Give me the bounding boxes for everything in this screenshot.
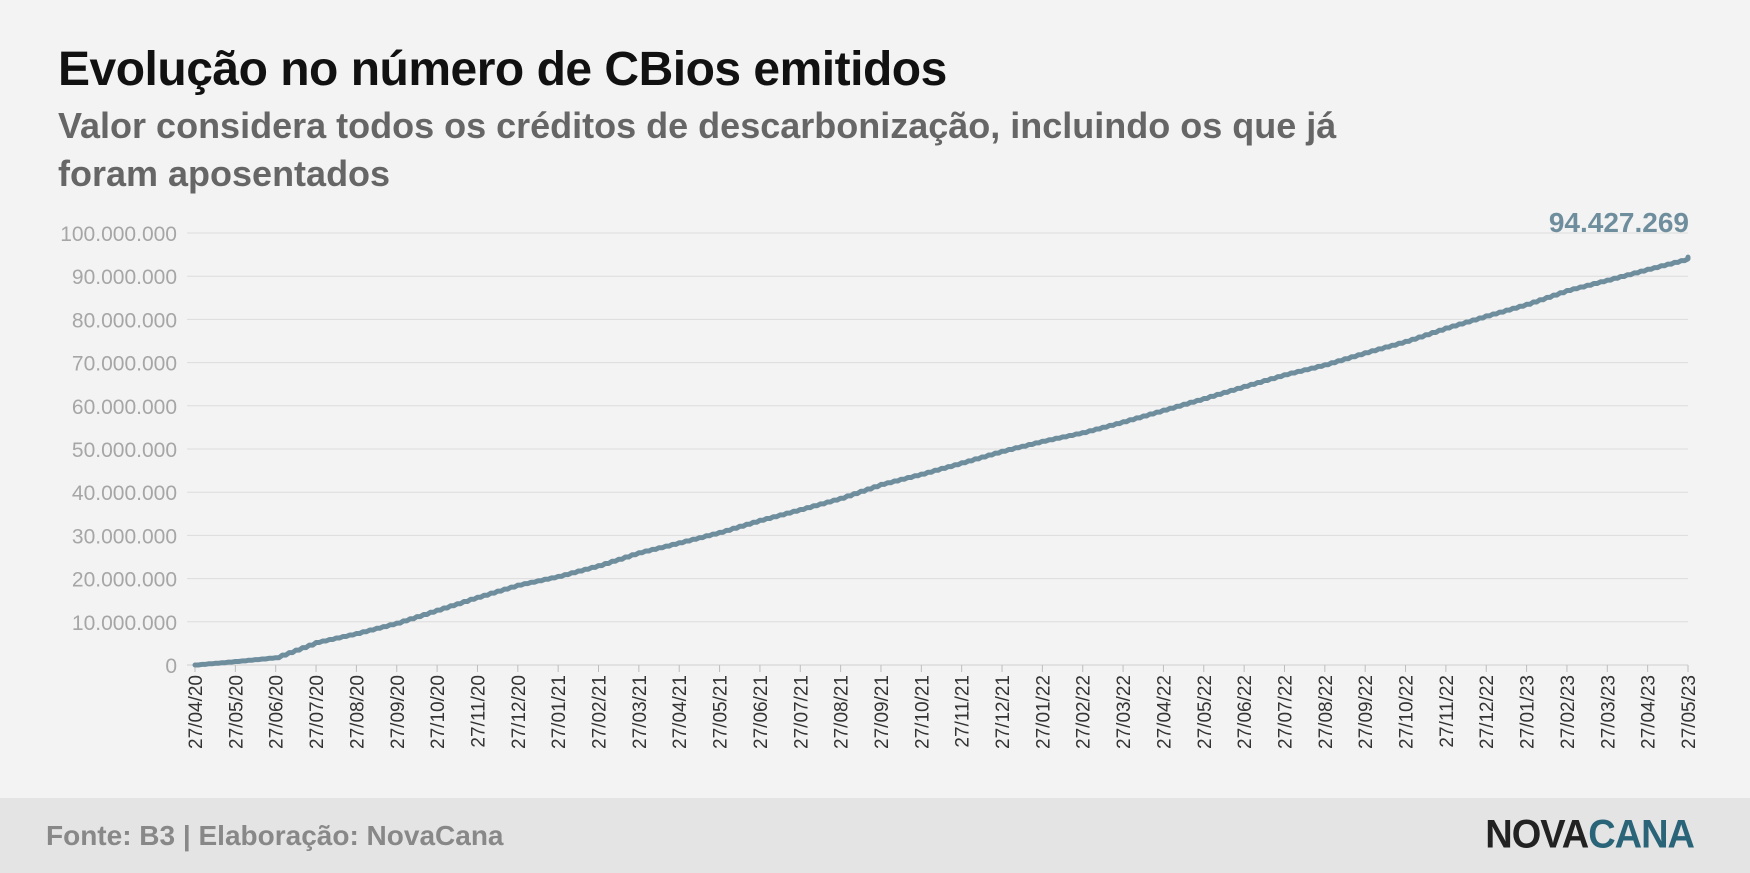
chart-title: Evolução no número de CBios emitidos [58,43,947,96]
x-tick-label: 27/03/21 [630,675,651,749]
x-tick-label: 27/07/22 [1275,675,1296,749]
y-tick-label: 0 [165,655,177,678]
y-tick-label: 40.000.000 [72,482,177,505]
x-tick-label: 27/09/22 [1356,675,1377,749]
x-tick-label: 27/05/21 [711,675,732,749]
y-tick-label: 30.000.000 [72,525,177,548]
x-tick-label: 27/10/20 [428,675,449,749]
x-tick-label: 27/06/21 [751,675,772,749]
x-tick-label: 27/12/21 [993,675,1014,749]
x-tick-label: 27/01/22 [1033,675,1054,749]
chart-subtitle: Valor considera todos os créditos de des… [58,105,1337,194]
x-tick-label: 27/08/22 [1316,675,1337,749]
x-tick-label: 27/11/22 [1437,675,1458,748]
x-tick-label: 27/04/21 [670,675,691,749]
x-tick-label: 27/05/22 [1195,675,1216,749]
x-tick-label: 27/11/21 [953,675,974,748]
x-tick-label: 27/04/20 [186,675,207,749]
x-tick-label: 27/02/22 [1074,675,1095,749]
x-tick-label: 27/06/22 [1235,675,1256,749]
x-tick-label: 27/01/21 [549,675,570,749]
x-tick-label: 27/03/23 [1598,675,1619,749]
x-tick-label: 27/12/22 [1477,675,1498,749]
novacana-logo: NOVACANA [1485,812,1695,858]
x-tick-label: 27/08/21 [832,675,853,749]
series-line [192,254,1691,668]
x-tick-label: 27/10/22 [1397,675,1418,749]
grid-lines [187,232,1688,666]
logo-part-nova: NOVA [1485,812,1589,858]
footer: Fonte: B3 | Elaboração: NovaCana NOVACAN… [0,798,1750,873]
x-tick-label: 27/07/21 [791,675,812,749]
x-tick-label: 27/07/20 [307,675,328,749]
x-tick-label: 27/10/21 [912,675,933,749]
y-tick-label: 80.000.000 [72,309,177,332]
y-tick-label: 20.000.000 [72,569,177,592]
x-tick-label: 27/11/20 [468,675,489,748]
last-value-label: 94.427.269 [1549,207,1689,238]
line-chart: 0 10.000.000 20.000.000 30.000.000 40.000.00… [60,207,1700,749]
x-tick-label: 27/05/20 [226,675,247,749]
logo-part-cana: CANA [1588,812,1695,858]
y-tick-label: 90.000.000 [72,266,177,289]
x-tick-label: 27/05/23 [1679,675,1700,749]
x-tick-label: 27/12/20 [509,675,530,749]
y-tick-label: 70.000.000 [72,353,177,376]
y-tick-label: 10.000.000 [72,612,177,635]
source-text: Fonte: B3 | Elaboração: NovaCana [46,820,504,851]
x-axis-ticks: 27/04/20 27/05/20 27/06/20 27/07/20 27/08/20… [186,665,1700,749]
y-tick-label: 60.000.000 [72,396,177,419]
x-tick-label: 27/04/23 [1639,675,1660,749]
x-tick-label: 27/03/22 [1114,675,1135,749]
y-axis-ticks: 0 10.000.000 20.000.000 30.000.000 40.000.00… [60,223,177,678]
x-tick-label: 27/06/20 [267,675,288,749]
x-tick-label: 27/02/21 [590,675,611,749]
x-tick-label: 27/08/20 [347,675,368,749]
x-tick-label: 27/09/20 [388,675,409,749]
x-tick-label: 27/02/23 [1558,675,1579,749]
x-tick-label: 27/09/21 [872,675,893,749]
x-tick-label: 27/04/22 [1154,675,1175,749]
y-tick-label: 50.000.000 [72,439,177,462]
x-tick-label: 27/01/23 [1518,675,1539,749]
y-tick-label: 100.000.000 [60,223,177,246]
